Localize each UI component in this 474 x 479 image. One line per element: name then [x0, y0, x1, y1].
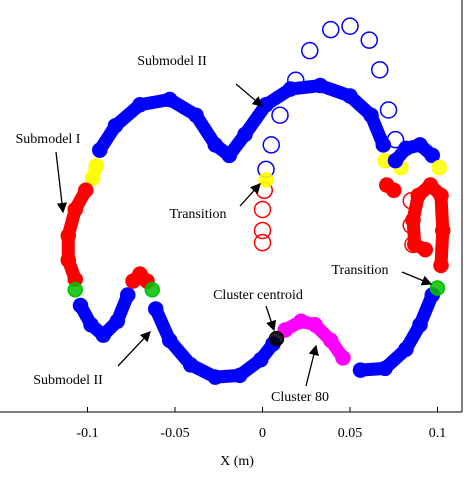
annotation: Submodel II: [137, 54, 207, 69]
x-tick-label: 0.1: [429, 426, 447, 441]
trajectory-point: [412, 316, 428, 333]
trajectory-point: [262, 136, 280, 154]
trajectory-point: [398, 140, 414, 157]
trajectory-point: [258, 172, 274, 188]
trajectory-point: [78, 182, 94, 199]
annotation: Submodel II: [33, 373, 103, 388]
trajectory-segment: [93, 79, 390, 162]
trajectory-point: [120, 287, 136, 303]
x-tick-label: 0.05: [338, 426, 363, 441]
trajectory-point: [386, 182, 402, 199]
trajectory-point: [323, 332, 339, 349]
trajectory-point: [253, 351, 269, 368]
trajectory-point: [387, 152, 404, 169]
arrow: [265, 305, 277, 332]
trajectory-point: [301, 41, 319, 60]
x-axis-label: X (m): [220, 454, 254, 469]
trajectory-point: [109, 313, 125, 329]
trajectory-point: [60, 252, 76, 268]
arrow: [401, 271, 433, 286]
trajectory-point: [188, 107, 204, 123]
trajectory-point: [268, 330, 285, 347]
trajectory-point: [352, 362, 369, 378]
trajectory-point: [322, 20, 340, 39]
annotation: Cluster 80: [271, 390, 329, 405]
trajectory-point: [424, 147, 440, 164]
trajectory-point: [162, 91, 178, 108]
x-tick-label: -0.05: [160, 426, 189, 441]
x-tick-label: 0: [259, 426, 266, 441]
trajectory-point: [83, 316, 99, 333]
trajectory-point: [95, 327, 111, 343]
trajectory-point: [371, 61, 389, 79]
trajectory-point: [253, 221, 272, 240]
trajectory-point: [144, 282, 160, 298]
arrow: [117, 331, 151, 367]
trajectory-point: [67, 282, 83, 298]
arrow: [305, 344, 319, 387]
annotation: Transition: [331, 263, 388, 278]
trajectory-point: [433, 187, 449, 204]
trajectory-point: [162, 332, 178, 349]
trajectory-point: [221, 147, 237, 164]
trajectory-point: [253, 200, 272, 219]
trajectory-point: [429, 280, 446, 296]
trajectory-point: [431, 159, 447, 176]
arrow: [239, 183, 261, 207]
trajectory-point: [312, 77, 328, 94]
arrow: [55, 151, 68, 214]
trajectory-point: [435, 222, 451, 239]
arrow: [235, 83, 263, 107]
trajectory-point: [341, 17, 359, 35]
trajectory-point: [410, 187, 426, 204]
trajectory-point: [148, 301, 164, 317]
trajectory-point: [412, 137, 428, 153]
trajectory-point: [132, 96, 148, 113]
annotation: Cluster centroid: [213, 288, 303, 303]
trajectory-point: [85, 170, 101, 186]
trajectory-point: [398, 341, 414, 357]
trajectory-point: [360, 31, 378, 49]
trajectory-point: [72, 297, 89, 314]
arrows: [55, 83, 433, 387]
trajectory-point: [363, 107, 379, 123]
trajectory-point: [92, 142, 108, 158]
trajectory-point: [207, 369, 223, 385]
trajectory-point: [307, 316, 323, 333]
annotation: Submodel I: [16, 132, 81, 147]
trajectory-point: [405, 212, 421, 228]
trajectory-point: [379, 101, 398, 119]
trajectory-point: [375, 137, 391, 153]
trajectory-point: [237, 126, 253, 143]
trajectory-point: [377, 360, 393, 377]
x-tick-label: -0.1: [76, 426, 98, 441]
trajectory-point: [67, 201, 83, 218]
trajectory-point: [293, 313, 309, 329]
trajectory-point: [282, 81, 299, 97]
trajectory-point: [107, 117, 124, 134]
trajectory-point: [60, 227, 76, 244]
trajectory-point: [232, 367, 248, 384]
trajectory-point: [335, 350, 351, 366]
trajectory-point: [417, 241, 433, 258]
trajectory-point: [207, 137, 223, 153]
trajectory-segment: [354, 288, 439, 377]
annotation: Transition: [169, 207, 226, 222]
trajectory-point: [422, 177, 439, 193]
trajectory-point: [271, 106, 289, 124]
trajectory-point: [433, 257, 449, 274]
trajectory-point: [342, 88, 358, 104]
plot-area: [60, 17, 451, 385]
trajectory-point: [183, 357, 199, 373]
trajectory-point: [253, 233, 272, 252]
